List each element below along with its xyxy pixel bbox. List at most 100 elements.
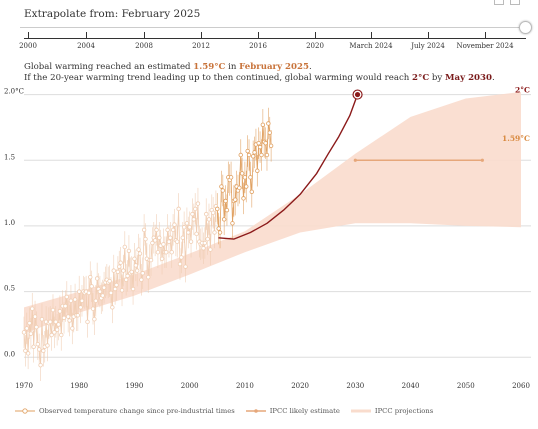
observed-point <box>252 150 257 155</box>
observed-point <box>187 225 192 230</box>
observed-point <box>123 277 129 282</box>
observed-point <box>163 250 169 255</box>
observed-point <box>38 362 43 368</box>
observed-point <box>190 211 195 217</box>
legend-item-observed[interactable]: Observed temperature change since pre-in… <box>14 407 235 415</box>
timeline-label[interactable]: July 2024 <box>411 42 445 50</box>
observed-point <box>188 239 194 244</box>
x-tick-label: 1990 <box>126 382 144 390</box>
observed-point <box>56 322 61 327</box>
observed-point <box>137 251 143 256</box>
observed-point <box>152 238 158 243</box>
observed-point <box>150 240 155 246</box>
observed-point <box>260 122 266 127</box>
observed-point <box>146 274 151 280</box>
timeline-label[interactable]: 2004 <box>77 42 95 50</box>
observed-point <box>32 314 38 319</box>
observed-point <box>111 268 116 273</box>
summary-text: Global warming reached an estimated 1.59… <box>24 62 495 84</box>
legend: Observed temperature change since pre-in… <box>14 407 433 415</box>
timeline-tick <box>485 32 486 39</box>
observed-point <box>246 152 252 158</box>
observed-point <box>192 206 198 212</box>
projected-date: May 2030 <box>445 73 492 83</box>
x-tick-label: 2010 <box>236 382 254 390</box>
x-tick-label: 2000 <box>181 382 199 390</box>
timeline-label[interactable]: March 2024 <box>349 42 393 50</box>
observed-point <box>215 206 220 212</box>
slider-track[interactable] <box>20 27 526 28</box>
observed-point <box>79 298 85 304</box>
timeline-label[interactable]: 2016 <box>249 42 267 50</box>
extrapolate-slider[interactable] <box>20 21 532 53</box>
observed-point <box>77 289 82 294</box>
timeline-label[interactable]: 2012 <box>192 42 210 50</box>
ipcc-estimate-series <box>353 158 484 162</box>
slider-handle[interactable] <box>519 21 532 34</box>
observed-point <box>172 222 177 227</box>
observed-point <box>28 331 34 336</box>
trend-line <box>218 94 359 240</box>
timeline-label[interactable]: 2020 <box>306 42 324 50</box>
annotation-2c: 2°C <box>515 86 530 95</box>
observed-point <box>39 317 45 322</box>
y-tick-label: 2.0°C <box>4 88 24 96</box>
observed-point <box>176 206 181 212</box>
observed-point <box>110 305 115 310</box>
observed-point <box>245 148 250 154</box>
summary-text-part: Global warming reached an estimated <box>24 62 194 72</box>
observed-point <box>78 305 83 310</box>
observed-point <box>249 189 254 194</box>
observed-point <box>93 298 98 304</box>
observed-point <box>170 227 176 233</box>
timeline-tick <box>86 32 87 39</box>
observed-point <box>107 278 112 284</box>
observed-point <box>255 168 260 173</box>
observed-point <box>224 207 230 213</box>
y-tick-label: 0.0 <box>4 350 15 358</box>
observed-point <box>257 144 263 150</box>
observed-point <box>154 227 159 233</box>
observed-point <box>59 332 64 338</box>
timeline-label[interactable]: 2000 <box>19 42 37 50</box>
observed-point <box>135 268 140 273</box>
observed-point <box>180 235 185 240</box>
observed-point <box>195 201 201 206</box>
legend-observed-label: Observed temperature change since pre-in… <box>39 407 235 415</box>
summary-line-2: If the 20-year warming trend leading up … <box>24 73 495 84</box>
legend-item-projections[interactable]: IPCC projections <box>350 407 433 415</box>
observed-point <box>155 250 161 255</box>
observed-point <box>194 231 199 237</box>
observed-point <box>57 309 63 314</box>
observed-point <box>263 140 268 146</box>
timeline-ruler[interactable]: 2000 2004 2008 2012 2016 2020 March 2024 July 2… <box>0 32 538 56</box>
timeline-label[interactable]: 2008 <box>135 42 153 50</box>
observed-point <box>50 307 56 313</box>
observed-point <box>86 290 92 296</box>
observed-point <box>122 244 127 250</box>
observed-point <box>36 347 42 352</box>
observed-point <box>35 341 41 347</box>
observed-point <box>65 314 71 319</box>
observed-point <box>166 239 172 244</box>
observed-point <box>177 261 183 267</box>
observed-point <box>45 343 50 348</box>
observed-point <box>121 268 126 273</box>
legend-item-ipcc-estimate[interactable]: IPCC likely estimate <box>245 407 340 415</box>
ipcc-estimate-point <box>480 158 484 162</box>
observed-series <box>21 107 274 381</box>
timeline-label[interactable]: November 2024 <box>456 42 514 50</box>
x-tick-label: 2020 <box>291 382 309 390</box>
observed-point <box>186 230 191 235</box>
timeline-axis-line <box>24 38 526 39</box>
summary-text-part: If the 20-year warming trend leading up … <box>24 73 413 83</box>
summary-text-part: in <box>225 62 240 72</box>
observed-point <box>49 332 54 338</box>
observed-point <box>139 277 144 282</box>
observed-point <box>216 226 221 231</box>
annotations: 2°C 1.59°C <box>502 86 530 144</box>
observed-point <box>114 282 119 288</box>
y-tick-label: 1.0 <box>4 219 15 227</box>
extrapolate-label: Extrapolate from: February 2025 <box>24 8 201 20</box>
observed-point <box>205 236 210 242</box>
